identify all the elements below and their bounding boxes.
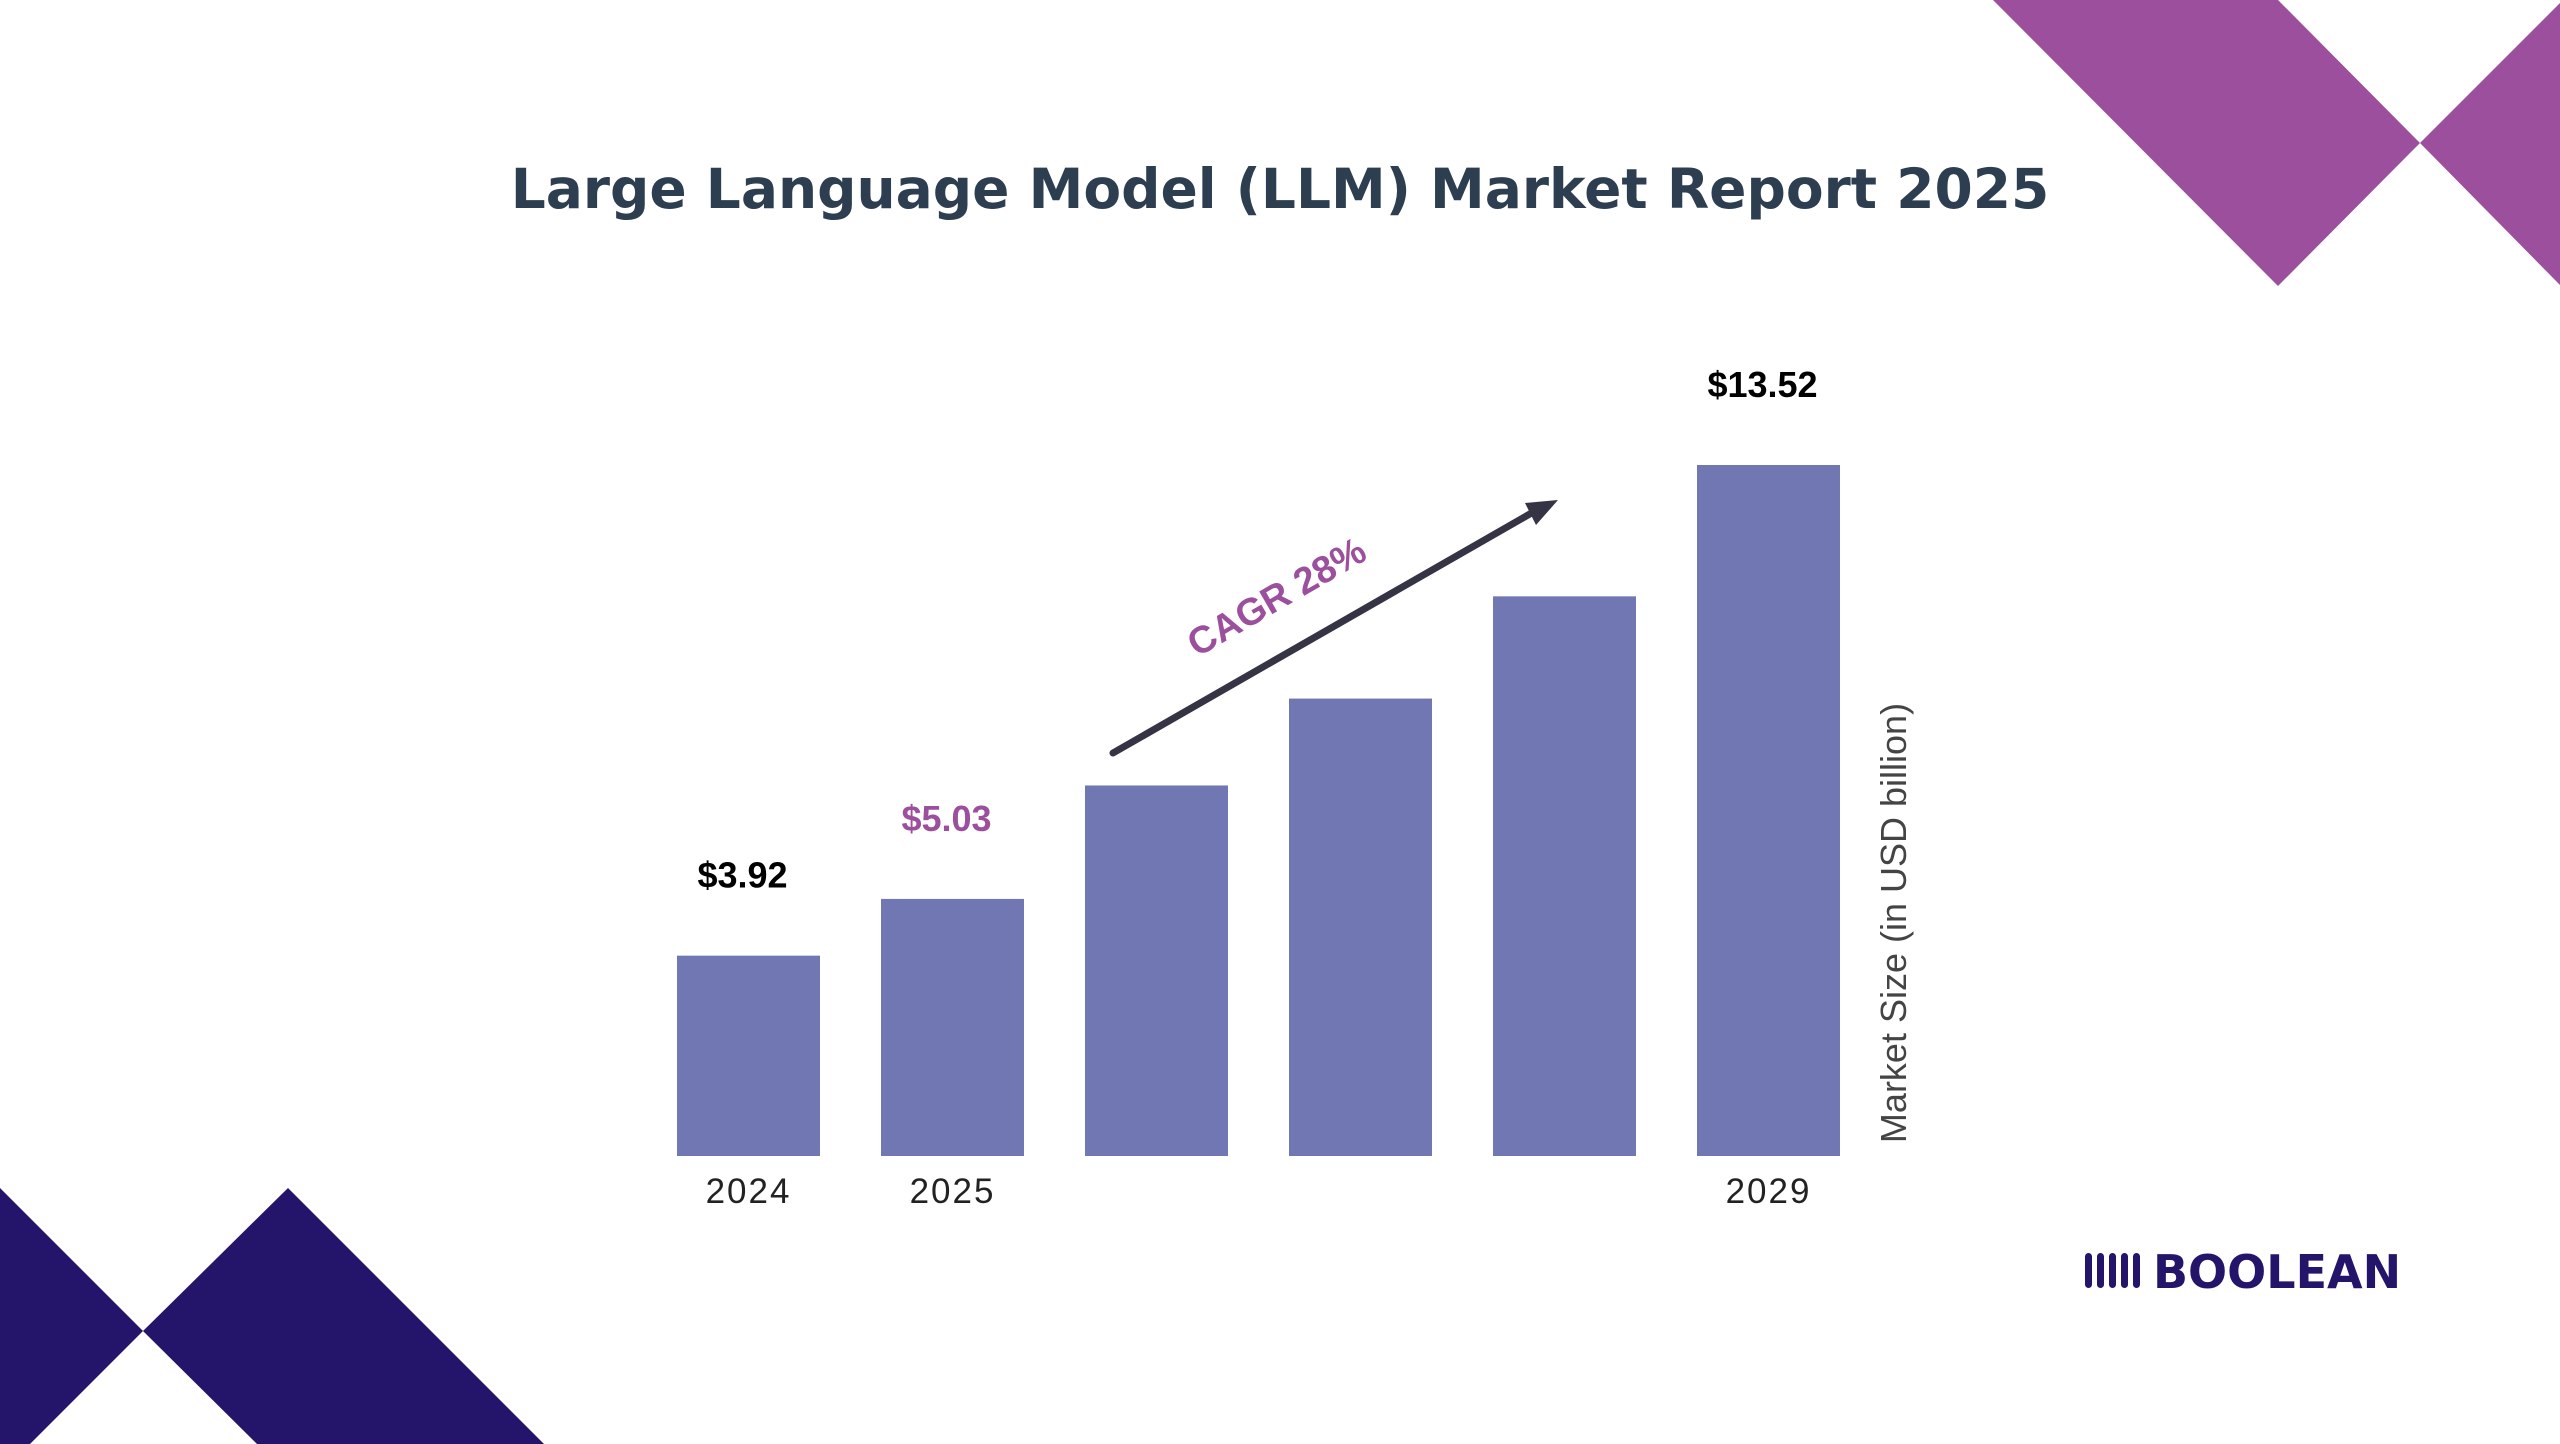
tick-label-2025: 2025 — [910, 1172, 996, 1211]
bar-2028 — [1493, 596, 1636, 1156]
logo-text: BOOLEAN — [2153, 1245, 2401, 1299]
logo-bar-mark — [2097, 1253, 2104, 1288]
data-labels: $3.92 $5.03 $13.52 — [697, 364, 1817, 896]
trend-arrow-line — [1109, 507, 1539, 757]
bar-series — [677, 465, 1840, 1156]
logo-bar-mark — [2133, 1253, 2140, 1288]
y-axis-label: Market Size (in USD billion) — [1873, 703, 1914, 1143]
data-label-2025: $5.03 — [901, 798, 991, 839]
data-label-2024: $3.92 — [697, 855, 787, 896]
bar-2026 — [1085, 785, 1228, 1156]
cagr-label: CAGR 28% — [1181, 530, 1374, 666]
bar-2027 — [1289, 698, 1432, 1156]
decorative-purple-triangle — [1993, 0, 2420, 286]
data-label-2029: $13.52 — [1707, 364, 1817, 405]
logo-bar-mark — [2085, 1253, 2092, 1288]
bar-2029 — [1697, 465, 1840, 1156]
bar-2024 — [677, 955, 820, 1156]
brand-logo: BOOLEAN — [2085, 1245, 2401, 1299]
tick-label-2029: 2029 — [1726, 1172, 1812, 1211]
decorative-navy-triangle — [143, 1188, 544, 1444]
decoration-bottom-left — [0, 1188, 544, 1444]
decorative-navy-triangle — [0, 1188, 143, 1444]
tick-label-2024: 2024 — [706, 1172, 792, 1211]
trend-arrow-head-icon — [1525, 500, 1558, 525]
decoration-top-right — [1993, 0, 2560, 286]
bars-logo-icon — [2085, 1253, 2140, 1288]
decorative-purple-triangle — [2420, 3, 2560, 285]
chart-title: Large Language Model (LLM) Market Report… — [511, 157, 2050, 221]
logo-bar-mark — [2121, 1253, 2128, 1288]
x-axis-tick-labels: 2024 2025 2029 — [706, 1172, 1812, 1211]
bar-2025 — [881, 898, 1024, 1156]
logo-bar-mark — [2109, 1253, 2116, 1288]
